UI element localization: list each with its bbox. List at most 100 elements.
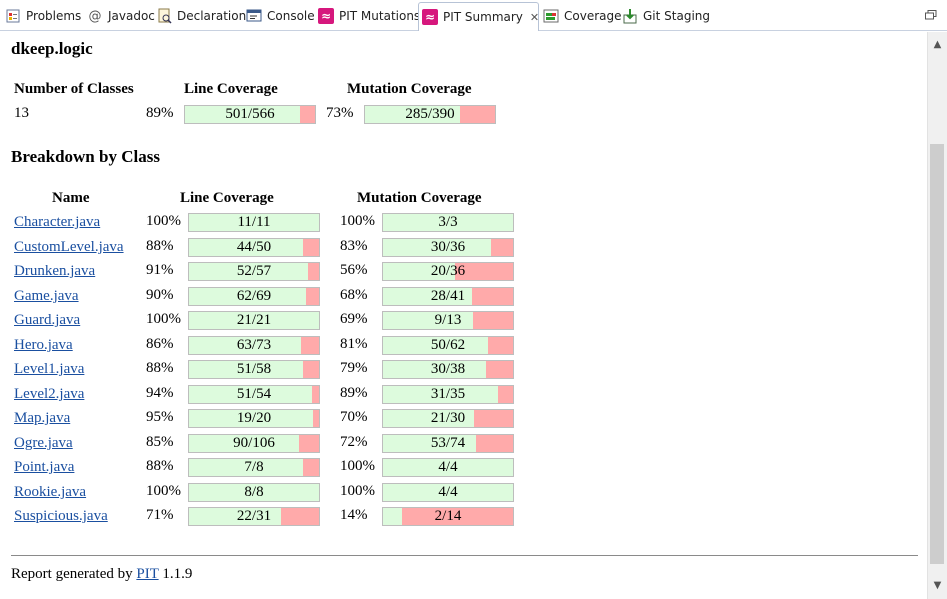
class-link[interactable]: Level2.java bbox=[14, 386, 85, 402]
coverage-fill bbox=[189, 435, 300, 452]
report-footer: Report generated by PIT 1.1.9 bbox=[11, 566, 192, 583]
mutation-coverage-pct: 72% bbox=[340, 434, 368, 450]
breakdown-header-line: Line Coverage bbox=[180, 190, 274, 206]
declaration-icon bbox=[156, 8, 172, 24]
coverage-ratio: 8/8 bbox=[244, 484, 264, 500]
coverage-fill bbox=[383, 435, 477, 452]
line-coverage-bar: 52/57 bbox=[188, 262, 320, 281]
line-coverage-pct: 95% bbox=[146, 409, 174, 425]
close-icon[interactable]: ✕ bbox=[529, 10, 540, 24]
tab-label: Console bbox=[267, 9, 315, 23]
line-coverage-bar: 21/21 bbox=[188, 311, 320, 330]
line-coverage-pct: 91% bbox=[146, 262, 174, 278]
tab-pit-summary[interactable]: ≈ PIT Summary ✕ bbox=[418, 2, 539, 31]
class-link[interactable]: Character.java bbox=[14, 214, 101, 230]
coverage-ratio: 51/54 bbox=[236, 386, 272, 402]
mutation-coverage-bar: 4/4 bbox=[382, 483, 514, 502]
coverage-fill bbox=[189, 239, 304, 256]
coverage-ratio: 4/4 bbox=[438, 459, 458, 475]
summary-header-mutation: Mutation Coverage bbox=[347, 81, 472, 97]
console-icon bbox=[246, 8, 262, 24]
tab-label: Coverage bbox=[564, 9, 622, 23]
coverage-fill bbox=[185, 106, 301, 123]
tab-pit-mutations[interactable]: ≈ PIT Mutations bbox=[315, 3, 420, 29]
mutation-coverage-bar: 20/36 bbox=[382, 262, 514, 281]
line-coverage-pct: 88% bbox=[146, 360, 174, 376]
mutation-coverage-bar: 50/62 bbox=[382, 336, 514, 355]
coverage-fill bbox=[383, 337, 488, 354]
class-link[interactable]: Hero.java bbox=[14, 337, 73, 353]
coverage-fill bbox=[383, 214, 513, 231]
coverage-ratio: 51/58 bbox=[236, 361, 272, 377]
coverage-ratio: 11/11 bbox=[237, 214, 271, 230]
coverage-ratio: 30/36 bbox=[430, 239, 466, 255]
tab-label: PIT Summary bbox=[443, 10, 523, 24]
coverage-ratio: 285/390 bbox=[405, 106, 455, 122]
coverage-fill bbox=[383, 484, 513, 501]
coverage-fill bbox=[383, 239, 492, 256]
tab-git-staging[interactable]: Git Staging bbox=[619, 3, 710, 29]
tab-label: Git Staging bbox=[643, 9, 711, 23]
mutation-coverage-bar: 4/4 bbox=[382, 458, 514, 477]
mutation-coverage-bar: 2/14 bbox=[382, 507, 514, 526]
coverage-fill bbox=[189, 386, 312, 403]
coverage-fill bbox=[383, 508, 402, 525]
mutation-coverage-pct: 100% bbox=[340, 458, 375, 474]
summary-header-line: Line Coverage bbox=[184, 81, 278, 97]
mutation-coverage-bar: 30/36 bbox=[382, 238, 514, 257]
class-link[interactable]: Game.java bbox=[14, 288, 79, 304]
coverage-ratio: 4/4 bbox=[438, 484, 458, 500]
class-link[interactable]: Level1.java bbox=[14, 361, 85, 377]
class-link[interactable]: Map.java bbox=[14, 410, 71, 426]
tab-declaration[interactable]: Declaration bbox=[153, 3, 246, 29]
coverage-ratio: 52/57 bbox=[236, 263, 272, 279]
summary-header-classes: Number of Classes bbox=[14, 81, 134, 97]
mutation-coverage-pct: 89% bbox=[340, 385, 368, 401]
line-coverage-bar: 11/11 bbox=[188, 213, 320, 232]
coverage-fill bbox=[189, 459, 303, 476]
coverage-ratio: 50/62 bbox=[430, 337, 466, 353]
coverage-fill bbox=[383, 459, 513, 476]
coverage-fill bbox=[189, 508, 282, 525]
line-coverage-bar: 51/54 bbox=[188, 385, 320, 404]
line-coverage-pct: 71% bbox=[146, 507, 174, 523]
coverage-ratio: 19/20 bbox=[236, 410, 272, 426]
line-coverage-bar: 90/106 bbox=[188, 434, 320, 453]
breakdown-header-mutation: Mutation Coverage bbox=[357, 190, 482, 206]
class-link[interactable]: Ogre.java bbox=[14, 435, 73, 451]
class-link[interactable]: Suspicious.java bbox=[14, 508, 108, 524]
line-coverage-pct: 86% bbox=[146, 336, 174, 352]
class-link[interactable]: Guard.java bbox=[14, 312, 81, 328]
class-link[interactable]: CustomLevel.java bbox=[14, 239, 124, 255]
scroll-down-icon[interactable]: ▼ bbox=[933, 579, 942, 591]
coverage-ratio: 31/35 bbox=[430, 386, 466, 402]
class-link[interactable]: Drunken.java bbox=[14, 263, 96, 279]
restore-view-icon[interactable] bbox=[925, 9, 937, 20]
pit-link[interactable]: PIT bbox=[136, 566, 159, 582]
class-link[interactable]: Point.java bbox=[14, 459, 75, 475]
scrollbar-thumb[interactable] bbox=[930, 144, 944, 564]
view-tab-bar: Problems @ Javadoc Declaration Console ≈… bbox=[0, 0, 947, 33]
mutation-coverage-pct: 81% bbox=[340, 336, 368, 352]
tab-javadoc[interactable]: @ Javadoc bbox=[84, 3, 155, 29]
line-coverage-pct: 100% bbox=[146, 483, 181, 499]
scroll-up-icon[interactable]: ▲ bbox=[933, 38, 942, 50]
vertical-scrollbar[interactable]: ▲ ▼ bbox=[927, 32, 947, 599]
tab-label: Javadoc bbox=[108, 9, 155, 23]
mutation-coverage-pct: 56% bbox=[340, 262, 368, 278]
coverage-ratio: 28/41 bbox=[430, 288, 466, 304]
coverage-icon bbox=[543, 8, 559, 24]
summary-line-coverage-bar: 501/566 bbox=[184, 105, 316, 124]
line-coverage-bar: 51/58 bbox=[188, 360, 320, 379]
coverage-ratio: 501/566 bbox=[225, 106, 275, 122]
tab-console[interactable]: Console bbox=[243, 3, 315, 29]
mutation-coverage-bar: 53/74 bbox=[382, 434, 514, 453]
coverage-ratio: 62/69 bbox=[236, 288, 272, 304]
tab-problems[interactable]: Problems bbox=[2, 3, 81, 29]
line-coverage-pct: 90% bbox=[146, 287, 174, 303]
line-coverage-bar: 44/50 bbox=[188, 238, 320, 257]
tab-coverage[interactable]: Coverage bbox=[540, 3, 622, 29]
coverage-ratio: 63/73 bbox=[236, 337, 272, 353]
class-link[interactable]: Rookie.java bbox=[14, 484, 87, 500]
line-coverage-bar: 62/69 bbox=[188, 287, 320, 306]
